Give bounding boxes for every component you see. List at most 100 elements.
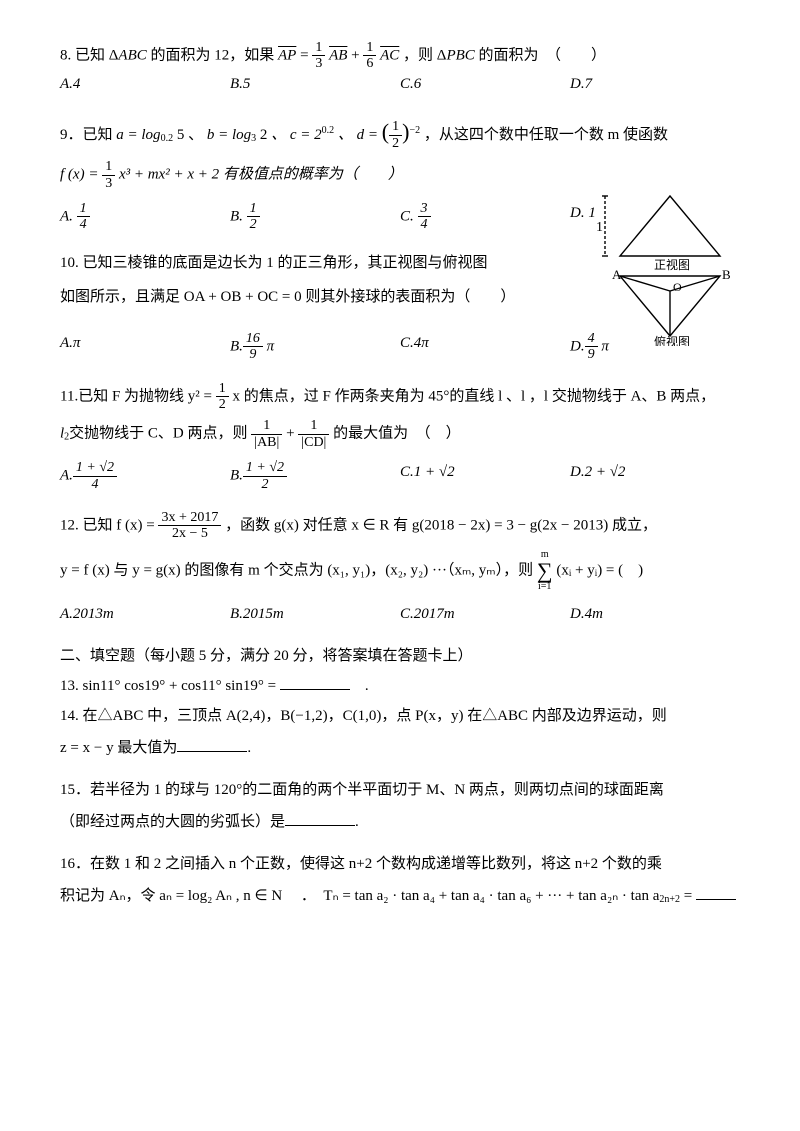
q11-ap: A. — [60, 467, 73, 483]
q8-f1d: 3 — [312, 56, 325, 71]
q11-opt-a: A.1 + √24 — [60, 460, 230, 492]
q13-end: . — [350, 678, 369, 694]
question-11: 11.已知 F 为抛物线 y² = 12 x 的焦点，过 F 作两条夹角为 45… — [60, 381, 740, 492]
q9-t1: 9．已知 — [60, 127, 116, 143]
q9-b: b = log — [207, 127, 251, 143]
q11-l1: 11.已知 F 为抛物线 y² = 12 x 的焦点，过 F 作两条夹角为 45… — [60, 381, 740, 413]
diagram-B: B — [722, 267, 731, 282]
q11-bn: 1 + √2 — [243, 460, 287, 476]
q9-al: A. — [60, 208, 77, 224]
q14-l2: z = x − y 最大值为. — [60, 736, 740, 760]
q9-fxd: 3 — [102, 176, 115, 191]
q11-t2f: 1|CD| — [298, 418, 329, 450]
q8-abc: ABC — [118, 47, 146, 63]
q9-line2: f (x) = 13 x³ + mx² + x + 2 有极值点的概率为（ ） — [60, 159, 740, 191]
q9-fx2: x³ + mx² + x + 2 有极值点的概率为（ ） — [119, 167, 403, 183]
q8-opt-d: D.7 — [570, 72, 740, 96]
question-10: 1 正视图 A B O 俯视图 10. 已知三棱锥的底面是边长为 1 的正三角形… — [60, 251, 740, 363]
q8-pbc: PBC — [446, 47, 474, 63]
q8-ab: AB — [329, 47, 347, 63]
q12-fn: 3x + 2017 — [158, 510, 221, 526]
q15-end: . — [355, 814, 359, 830]
q15-blank[interactable] — [285, 810, 355, 826]
q10-diagram: 1 正视图 A B O 俯视图 — [590, 191, 750, 346]
q10-opt-b: B.169 π — [230, 331, 400, 363]
q11-fd: 2 — [216, 397, 229, 412]
diagram-top-label: 俯视图 — [654, 334, 690, 346]
q14-blank[interactable] — [177, 736, 247, 752]
q15-t2: （即经过两点的大圆的劣弧长）是 — [60, 814, 285, 830]
q9-cl: C. — [400, 208, 418, 224]
q8-t1: 8. 已知 Δ — [60, 47, 118, 63]
q12-sumbody: (xᵢ + yᵢ) = ( ) — [556, 562, 643, 578]
q12-l1: 12. 已知 f (x) = 3x + 20172x − 5 ，函数 g(x) … — [60, 510, 740, 542]
q9-an: 1 — [77, 201, 90, 217]
q9-csup: 0.2 — [322, 125, 335, 136]
q11-an: 1 + √2 — [73, 460, 117, 476]
q9-bd: 2 — [247, 217, 260, 232]
q8-plus: + — [347, 47, 363, 63]
q11-t2n: 1 — [298, 418, 329, 434]
q11-t1n: 1 — [251, 418, 282, 434]
q11-t2d: |CD| — [298, 435, 329, 450]
q9-dfrac: 12 — [389, 119, 402, 151]
q16-l1: 16．在数 1 和 2 之间插入 n 个正数，使得这 n+2 个数构成递增等比数… — [60, 852, 740, 876]
q13-blank[interactable] — [280, 674, 350, 690]
q14-t2: z = x − y 最大值为 — [60, 740, 177, 756]
q16-blank[interactable] — [696, 884, 736, 900]
q11-t1d: |AB| — [251, 435, 282, 450]
q12-t1: 12. 已知 f (x) = — [60, 517, 158, 533]
q9-c: 、 c = 2 — [271, 127, 322, 143]
q12-options: A.2013m B.2015m C.2017m D.4m — [60, 602, 740, 626]
q16-l2: 积记为 Aₙ，令 aₙ = log₂ Aₙ , n ∈ N ． Tₙ = tan… — [60, 884, 740, 908]
q9-a: a = log — [116, 127, 160, 143]
q11-t1f: 1|AB| — [251, 418, 282, 450]
q8-f2n: 1 — [363, 40, 376, 56]
q11-bp: B. — [230, 467, 243, 483]
q10-dp: D. — [570, 338, 585, 354]
section-2-title: 二、填空题（每小题 5 分，满分 20 分，将答案填在答题卡上） — [60, 644, 740, 668]
q12-opt-a: A.2013m — [60, 602, 230, 626]
q16-t3: = — [680, 888, 696, 904]
q9-line1: 9．已知 a = log0.2 5 、 b = log3 2 、 c = 20.… — [60, 114, 740, 151]
q9-opt-b: B. 12 — [230, 201, 400, 233]
q9-aval: 5 — [173, 127, 184, 143]
q9-fxn: 1 — [102, 159, 115, 175]
q8-opt-c: C.6 — [400, 72, 570, 96]
q8-options: A.4 B.5 C.6 D.7 — [60, 72, 740, 96]
q9-fx: f (x) = — [60, 167, 102, 183]
q8-t3: ，则 Δ — [399, 47, 446, 63]
q9-bl: B. — [230, 208, 247, 224]
q11-fn: 1 — [216, 381, 229, 397]
q8-f1n: 1 — [312, 40, 325, 56]
question-14: 14. 在△ABC 中，三顶点 A(2,4)，B(−1,2)，C(1,0)，点 … — [60, 704, 740, 760]
question-15: 15．若半径为 1 的球与 120°的二面角的两个半平面切于 M、N 两点，则两… — [60, 778, 740, 834]
q14-l1: 14. 在△ABC 中，三顶点 A(2,4)，B(−1,2)，C(1,0)，点 … — [60, 704, 740, 728]
q10-bpo: π — [263, 338, 274, 354]
q8-frac2: 16 — [363, 40, 376, 72]
q8-t4: 的面积为 （ ） — [475, 47, 606, 63]
q12-opt-b: B.2015m — [230, 602, 400, 626]
q16-t2: 积记为 Aₙ，令 aₙ = log₂ Aₙ , n ∈ N ． Tₙ = tan… — [60, 888, 659, 904]
question-13: 13. sin11° cos19° + cos11° sin19° = . — [60, 674, 740, 698]
q12-t2: ，函数 g(x) 对任意 x ∈ R 有 g(2018 − 2x) = 3 − … — [225, 517, 657, 533]
q9-asub: 0.2 — [161, 133, 174, 144]
q8-frac1: 13 — [312, 40, 325, 72]
q12-fd: 2x − 5 — [158, 526, 221, 541]
q10-bp: B. — [230, 338, 243, 354]
q11-t2: x 的焦点，过 F 作两条夹角为 45°的直线 l 、l ，l 交抛物线于 A、… — [233, 388, 716, 404]
q15-l2: （即经过两点的大圆的劣弧长）是. — [60, 810, 740, 834]
q11-options: A.1 + √24 B.1 + √22 C.1 + √2 D.2 + √2 — [60, 460, 740, 492]
question-16: 16．在数 1 和 2 之间插入 n 个正数，使得这 n+2 个数构成递增等比数… — [60, 852, 740, 908]
q9-opt-a: A. 14 — [60, 201, 230, 233]
q10-opt-a: A.π — [60, 331, 230, 363]
q9-dexp: −2 — [409, 125, 420, 136]
q9-dd: 2 — [389, 136, 402, 151]
question-12: 12. 已知 f (x) = 3x + 20172x − 5 ，函数 g(x) … — [60, 510, 740, 626]
q9-bval: 2 — [256, 127, 267, 143]
q11-opt-c: C.1 + √2 — [400, 460, 570, 492]
sigma-icon: ∑ — [537, 560, 553, 582]
q8-opt-a: A.4 — [60, 72, 230, 96]
q12-opt-d: D.4m — [570, 602, 740, 626]
q10-dd: 9 — [585, 347, 598, 362]
